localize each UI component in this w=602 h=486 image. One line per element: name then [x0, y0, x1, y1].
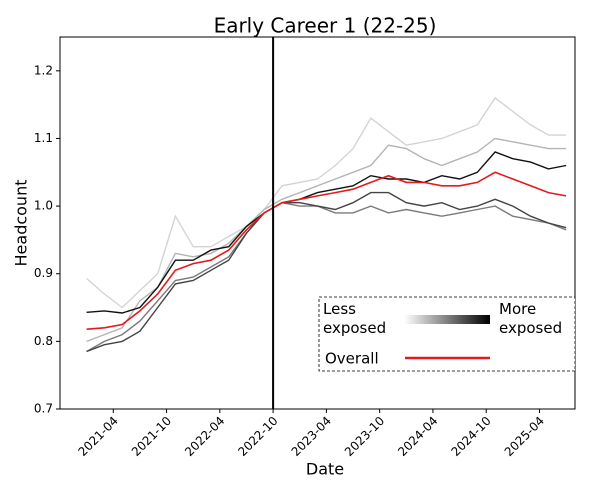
group-line: [86, 151, 567, 314]
group-line: [86, 96, 567, 309]
y-tick-label: 1.0: [34, 199, 53, 213]
legend-low-label: Less exposed: [323, 300, 387, 337]
x-tick-label: 2021-10: [129, 414, 174, 459]
y-axis-label: Headcount: [12, 180, 31, 267]
legend-gradient: [404, 315, 490, 324]
legend-low: Less exposed: [323, 300, 387, 337]
legend-overall-label: Overall: [325, 350, 379, 368]
y-tick-label: 0.7: [34, 402, 53, 416]
plot-area: [86, 37, 567, 409]
x-tick-label: 2024-04: [395, 414, 440, 459]
x-tick-label: 2025-04: [502, 414, 547, 459]
group-line: [86, 201, 567, 353]
y-tick-label: 1.2: [34, 63, 53, 77]
y-tick-label: 0.8: [34, 334, 53, 348]
overall-line: [86, 171, 567, 330]
x-axis-label: Date: [306, 460, 344, 479]
y-tick-label: 0.9: [34, 266, 53, 280]
axes-frame: [59, 36, 576, 410]
legend-high-label: More exposed: [499, 300, 563, 337]
chart-title: Early Career 1 (22-25): [214, 14, 437, 38]
y-tick-label: 1.1: [34, 131, 53, 145]
x-tick-label: 2024-10: [448, 414, 493, 459]
x-tick-label: 2022-04: [182, 414, 227, 459]
x-tick-label: 2023-10: [342, 414, 387, 459]
x-tick-label: 2023-04: [289, 414, 334, 459]
group-line: [86, 191, 567, 353]
legend-high: More exposed: [499, 300, 563, 337]
legend: Less exposed More exposed Overall: [318, 296, 576, 372]
x-tick-label: 2022-10: [235, 414, 280, 459]
group-line: [86, 137, 567, 343]
x-tick-label: 2021-04: [76, 414, 121, 459]
